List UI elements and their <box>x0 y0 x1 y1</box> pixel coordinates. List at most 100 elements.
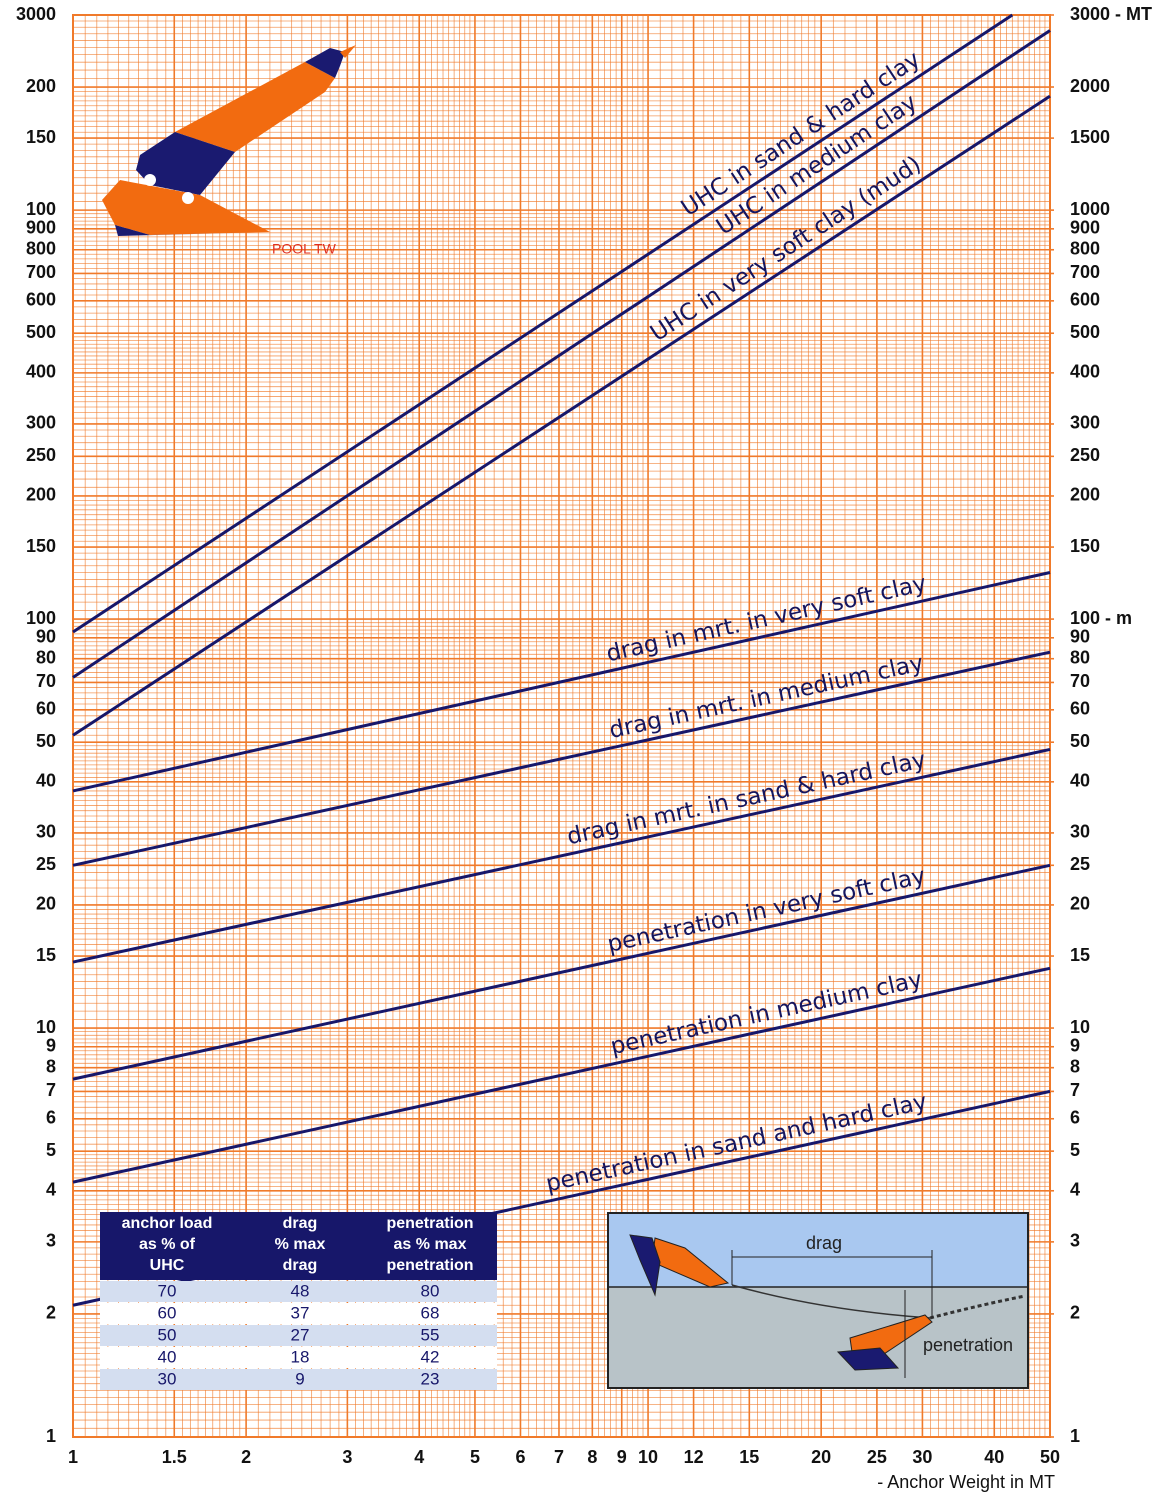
y-tick-label: 20 <box>36 894 56 914</box>
logo: POOL TW <box>102 45 356 257</box>
series-line <box>72 571 1051 793</box>
x-tick-label: 12 <box>684 1447 704 1467</box>
x-tick-label: 20 <box>811 1447 831 1467</box>
table-row-bg <box>100 1281 497 1302</box>
y-tick-label: 50 <box>36 731 56 751</box>
inset-penetration-label: penetration <box>923 1335 1013 1355</box>
table-cell: 40 <box>158 1347 177 1366</box>
table-header: penetration as % max penetration <box>386 1215 473 1274</box>
y-tick-label: 1 <box>46 1426 56 1446</box>
y-tick-label: 30 <box>36 822 56 842</box>
inset-drag-label: drag <box>806 1233 842 1253</box>
table-header-line: penetration <box>386 1215 473 1232</box>
series-line <box>72 29 1051 679</box>
table-header-line: anchor load <box>122 1215 213 1232</box>
y2-tick-label: 10 <box>1070 1017 1090 1037</box>
y2-tick-label: 5 <box>1070 1140 1080 1160</box>
y2-tick-label: 15 <box>1070 945 1090 965</box>
y-tick-label: 9 <box>46 1036 56 1056</box>
table-cell: 60 <box>158 1303 177 1322</box>
y-tick-label: 600 <box>26 290 56 310</box>
logo-shank <box>175 62 335 152</box>
y-tick-label: 5 <box>46 1140 56 1160</box>
y2-tick-label: 1000 <box>1070 199 1110 219</box>
y-tick-label: 2 <box>46 1303 56 1323</box>
table-header: anchor load as % of UHC <box>122 1215 213 1274</box>
series-line <box>72 966 1051 1184</box>
y-tick-label: 25 <box>36 854 56 874</box>
y2-tick-label: 8 <box>1070 1056 1080 1076</box>
y2-tick-label: 80 <box>1070 647 1090 667</box>
logo-text: POOL TW <box>272 241 337 257</box>
y-tick-label: 15 <box>36 945 56 965</box>
y-tick-label: 700 <box>26 262 56 282</box>
table-header-line: % max <box>275 1236 326 1253</box>
y2-tick-label: 2000 <box>1070 76 1110 96</box>
y-tick-label: 200 <box>26 485 56 505</box>
y2-tick-label: 4 <box>1070 1180 1080 1200</box>
inset: drag penetration <box>607 1212 1029 1389</box>
y2-tick-label: 1 <box>1070 1426 1080 1446</box>
inset-anchor-fluke <box>629 1234 661 1297</box>
y-tick-label: 6 <box>46 1108 56 1128</box>
y2-tick-label: 50 <box>1070 731 1090 751</box>
table-header-line: drag <box>283 1257 318 1274</box>
y-tick-label: 3000 <box>16 4 56 24</box>
table-cell: 37 <box>291 1303 310 1322</box>
y-tick-label: 80 <box>36 647 56 667</box>
table-header-line: UHC <box>150 1257 185 1274</box>
y-tick-label: 90 <box>36 627 56 647</box>
table-cell: 55 <box>421 1325 440 1344</box>
logo-fluke-edge <box>115 225 270 236</box>
table-header-line: as % of <box>139 1236 196 1253</box>
y2-tick-label: 2 <box>1070 1303 1080 1323</box>
logo-hole <box>182 192 194 204</box>
table-cell: 30 <box>158 1369 177 1388</box>
table-row-bg <box>100 1369 497 1390</box>
y-tick-label: 250 <box>26 445 56 465</box>
y2-tick-label: 7 <box>1070 1080 1080 1100</box>
y2-tick-label: 300 <box>1070 413 1100 433</box>
y2-tick-label: 150 <box>1070 536 1100 556</box>
table-header-bg <box>100 1212 497 1280</box>
x-tick-label: 9 <box>617 1447 627 1467</box>
table-cell: 80 <box>421 1281 440 1300</box>
x-tick-label: 30 <box>912 1447 932 1467</box>
y2-tick-label: 900 <box>1070 218 1100 238</box>
x-tick-label: 1 <box>68 1447 78 1467</box>
x-tick-label: 25 <box>867 1447 887 1467</box>
y-tick-label: 300 <box>26 413 56 433</box>
table-cell: 50 <box>158 1325 177 1344</box>
y2-tick-label: 500 <box>1070 322 1100 342</box>
y-tick-label: 100 <box>26 199 56 219</box>
x-axis-title: - Anchor Weight in MT <box>877 1472 1055 1492</box>
x-tick-label: 1.5 <box>162 1447 187 1467</box>
series-line <box>72 650 1051 867</box>
ticks: 1 1.5 2 3 4 5 6 7 8 9 10 12 15 20 25 30 40 50123456789101… <box>16 4 1152 1492</box>
x-tick-label: 10 <box>638 1447 658 1467</box>
x-tick-label: 40 <box>984 1447 1004 1467</box>
table-row-bg <box>100 1347 497 1368</box>
x-tick-label: 50 <box>1040 1447 1060 1467</box>
inset-chain <box>929 1294 1026 1320</box>
y-tick-label: 900 <box>26 218 56 238</box>
y2-tick-label: 250 <box>1070 445 1100 465</box>
y2-tick-label: 700 <box>1070 262 1100 282</box>
inset-buried-fluke <box>836 1347 900 1371</box>
table-header-line: as % max <box>394 1236 467 1253</box>
y2-tick-label: 200 <box>1070 485 1100 505</box>
logo-tip <box>340 45 356 58</box>
y2-tick-label: 25 <box>1070 854 1090 874</box>
plot-frame <box>72 14 1051 1438</box>
y-tick-label: 800 <box>26 239 56 259</box>
y-tick-label: 100 <box>26 608 56 628</box>
y2-tick-label: 600 <box>1070 290 1100 310</box>
y2-tick-label: 90 <box>1070 627 1090 647</box>
y-tick-label: 40 <box>36 771 56 791</box>
series-label: drag in mrt. in sand & hard clay <box>565 747 928 850</box>
inset-cable <box>731 1284 931 1319</box>
series-label: drag in mrt. in medium clay <box>607 650 926 744</box>
y-tick-label: 500 <box>26 322 56 342</box>
table-cell: 68 <box>421 1303 440 1322</box>
series-line <box>72 747 1051 964</box>
